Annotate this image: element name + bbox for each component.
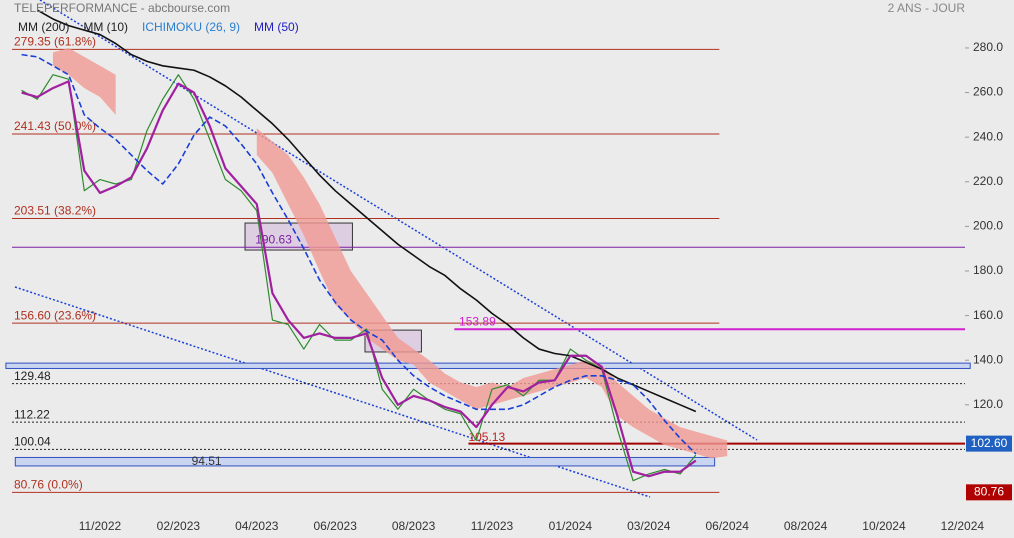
level-label: 105.13 xyxy=(468,430,505,444)
level-label: 203.51 (38.2%) xyxy=(14,204,96,218)
axis: 120.0 140.0 160.0 180.0 200.0 220.0 240.0 260.0… xyxy=(79,40,1012,533)
y-tick-label: 180.0 xyxy=(973,263,1003,277)
series-line xyxy=(21,53,697,455)
legend-entry: MM (10) xyxy=(83,20,128,34)
x-tick-label: 11/2023 xyxy=(471,519,514,533)
ichimoku-cloud xyxy=(52,47,116,115)
zone xyxy=(5,362,971,369)
legend-entry: MM (200) xyxy=(18,20,69,34)
series xyxy=(21,9,728,482)
axis-tag-label: 102.60 xyxy=(971,436,1008,450)
level-label: 129.48 xyxy=(14,369,51,383)
y-tick-label: 200.0 xyxy=(973,219,1003,233)
x-tick-label: 10/2024 xyxy=(862,519,906,533)
series-line xyxy=(21,80,697,478)
y-tick-label: 160.0 xyxy=(973,308,1003,322)
y-tick-label: 260.0 xyxy=(973,85,1003,99)
legend-entry: ICHIMOKU (26, 9) xyxy=(142,20,240,34)
x-tick-label: 08/2023 xyxy=(392,519,436,533)
y-tick-label: 220.0 xyxy=(973,174,1003,188)
chart-title: TELEPERFORMANCE - abcbourse.com xyxy=(14,1,230,15)
zone-label: 94.51 xyxy=(192,454,222,468)
x-tick-label: 06/2023 xyxy=(313,519,357,533)
legend: MM (200) MM (10) ICHIMOKU (26, 9) MM (50) xyxy=(18,20,299,34)
axis-tag-label: 80.76 xyxy=(974,485,1004,499)
level-label: 80.76 (0.0%) xyxy=(14,478,83,492)
level-label: 156.60 (23.6%) xyxy=(14,308,96,322)
y-tick-label: 120.0 xyxy=(973,397,1003,411)
axis-tag xyxy=(966,484,1012,501)
x-tick-label: 02/2023 xyxy=(157,519,201,533)
y-tick-label: 280.0 xyxy=(973,40,1003,54)
x-tick-label: 12/2024 xyxy=(941,519,985,533)
level-label: 241.43 (50.0%) xyxy=(14,119,96,133)
level-label: 279.35 (61.8%) xyxy=(14,35,96,49)
x-tick-label: 04/2023 xyxy=(235,519,279,533)
x-tick-label: 08/2024 xyxy=(784,519,828,533)
y-tick-label: 240.0 xyxy=(973,129,1003,143)
level-label: 100.04 xyxy=(14,435,51,449)
series-line xyxy=(36,9,697,413)
ichimoku-cloud xyxy=(256,128,728,459)
x-tick-label: 11/2022 xyxy=(79,519,122,533)
y-tick-label: 140.0 xyxy=(973,352,1003,366)
legend-entry: MM (50) xyxy=(254,20,299,34)
level-label: 153.89 xyxy=(459,314,496,328)
x-tick-label: 03/2024 xyxy=(627,519,671,533)
x-tick-label: 06/2024 xyxy=(705,519,749,533)
x-tick-label: 01/2024 xyxy=(549,519,593,533)
level-label: 112.22 xyxy=(14,407,50,421)
chart-subtitle: 2 ANS - JOUR xyxy=(888,1,966,15)
axis-tag xyxy=(966,435,1012,452)
zone xyxy=(14,456,716,467)
